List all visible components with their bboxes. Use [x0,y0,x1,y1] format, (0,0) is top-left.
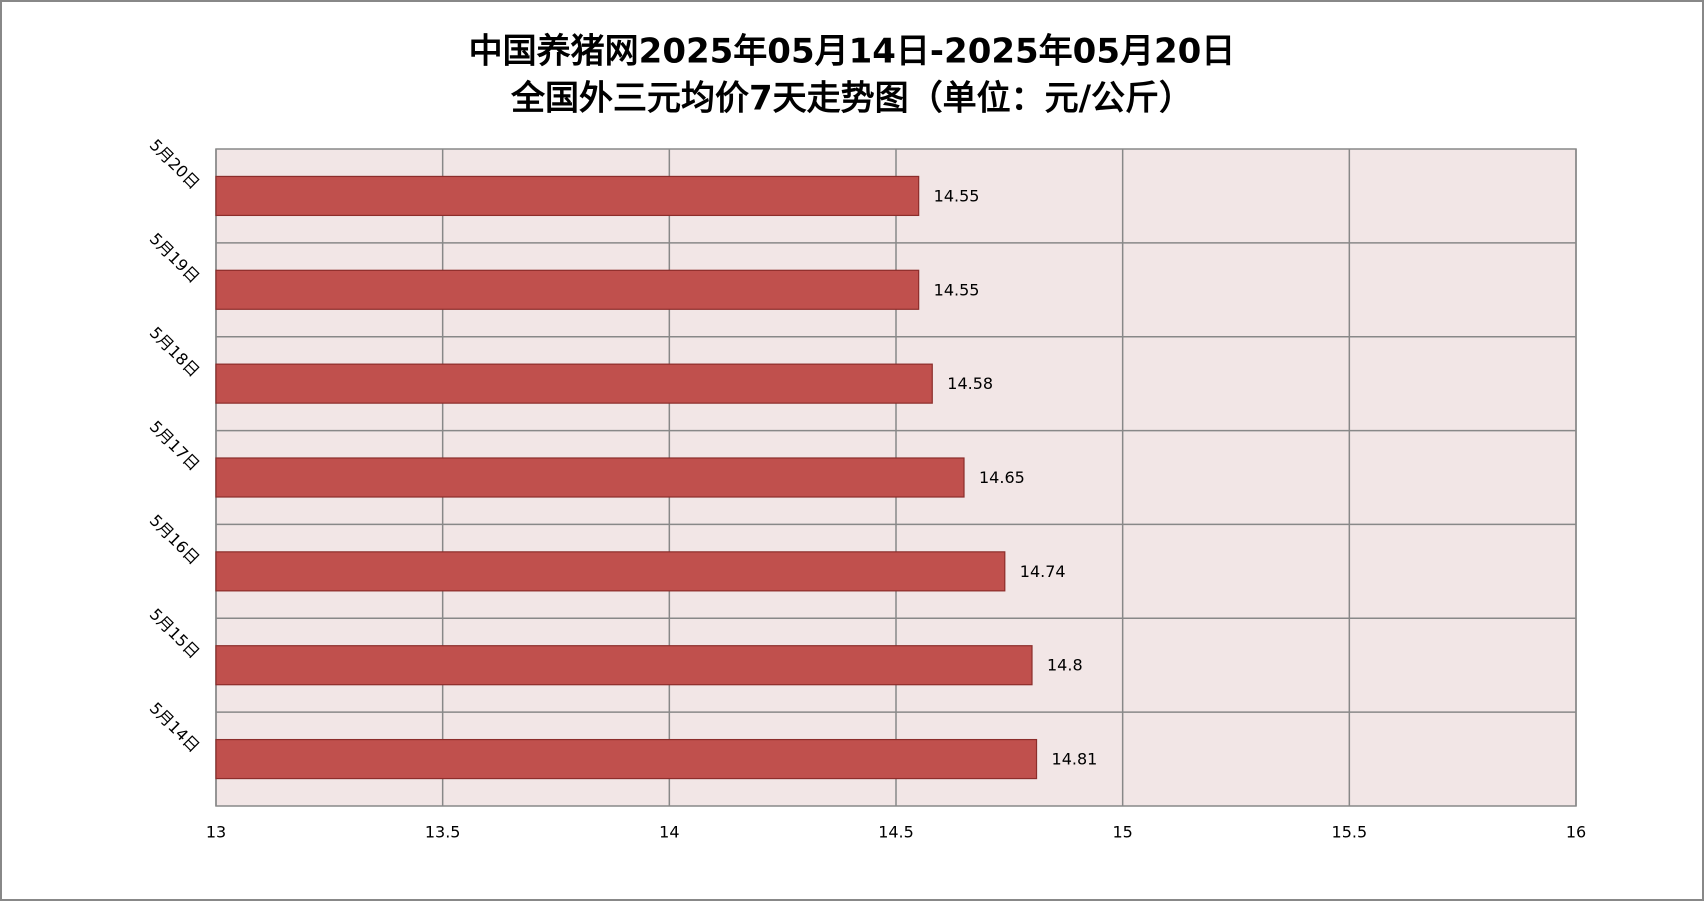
x-tick-label: 14 [659,823,679,842]
x-tick-label: 16 [1566,823,1586,842]
bar [215,551,1006,592]
data-label: 14.65 [979,468,1025,487]
data-label: 14.55 [934,186,980,205]
x-tick-label: 13 [206,823,226,842]
bar [215,269,920,310]
data-label: 14.58 [947,374,993,393]
chart-title: 中国养猪网2025年05月14日-2025年05月20日 [469,32,1236,72]
chart-title: 全国外三元均价7天走势图（单位：元/公斤） [510,79,1193,119]
x-tick-label: 13.5 [425,823,461,842]
data-label: 14.55 [934,280,980,299]
data-label: 14.81 [1052,750,1098,769]
data-label: 14.74 [1020,562,1066,581]
x-tick-label: 15.5 [1332,823,1368,842]
x-tick-label: 15 [1112,823,1132,842]
bar [215,738,1038,780]
bar [215,645,1033,686]
x-tick-label: 14.5 [878,823,914,842]
data-label: 14.8 [1047,656,1083,675]
bar [215,175,920,217]
bar [215,363,933,404]
bar [215,457,965,498]
